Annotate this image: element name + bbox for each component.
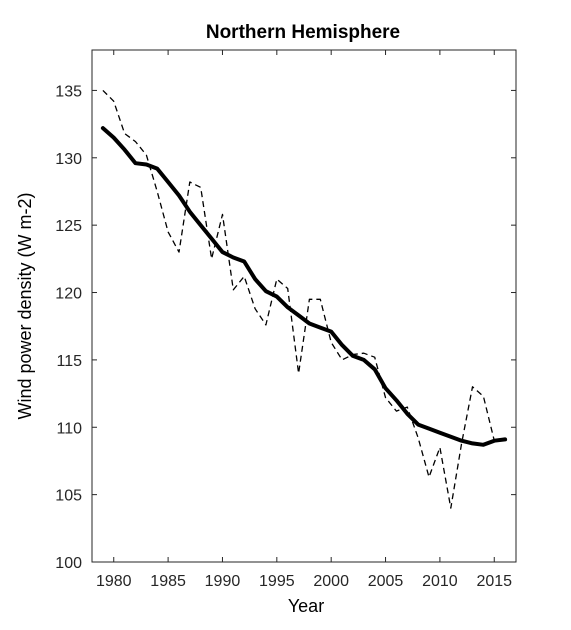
- chart-title: Northern Hemisphere: [206, 22, 400, 43]
- y-tick-label: 110: [56, 420, 82, 437]
- x-tick-label: 2015: [476, 573, 512, 590]
- series-line-dashed: [102, 89, 506, 509]
- y-tick-label: 135: [55, 83, 82, 100]
- x-tick-labels: 1980 1985 1990 1995 2000 2005 2010 2015: [96, 573, 512, 590]
- x-tick-label: 2010: [422, 573, 458, 590]
- y-tick-label: 115: [56, 353, 82, 370]
- y-axis-label: Wind power density (W m-2): [15, 192, 35, 419]
- y-tick-label: 130: [55, 151, 82, 168]
- x-tick-label: 1980: [96, 573, 132, 590]
- y-tick-labels: 100 105 110 115 120 125 130 135: [55, 83, 82, 572]
- x-tick-label: 2005: [368, 573, 404, 590]
- plot-area: [91, 49, 517, 563]
- x-axis-label: Year: [288, 596, 324, 616]
- y-tick-label: 120: [55, 286, 82, 303]
- x-tick-label: 1990: [205, 573, 241, 590]
- y-tick-label: 125: [55, 218, 82, 235]
- x-tick-label: 1985: [150, 573, 186, 590]
- series-layer: [100, 89, 508, 509]
- y-tick-label: 100: [55, 555, 82, 572]
- x-tick-label: 2000: [313, 573, 349, 590]
- axis-ticks: [92, 50, 516, 563]
- y-tick-label: 105: [55, 488, 82, 505]
- x-tick-label: 1995: [259, 573, 295, 590]
- series-line-solid: [100, 126, 508, 447]
